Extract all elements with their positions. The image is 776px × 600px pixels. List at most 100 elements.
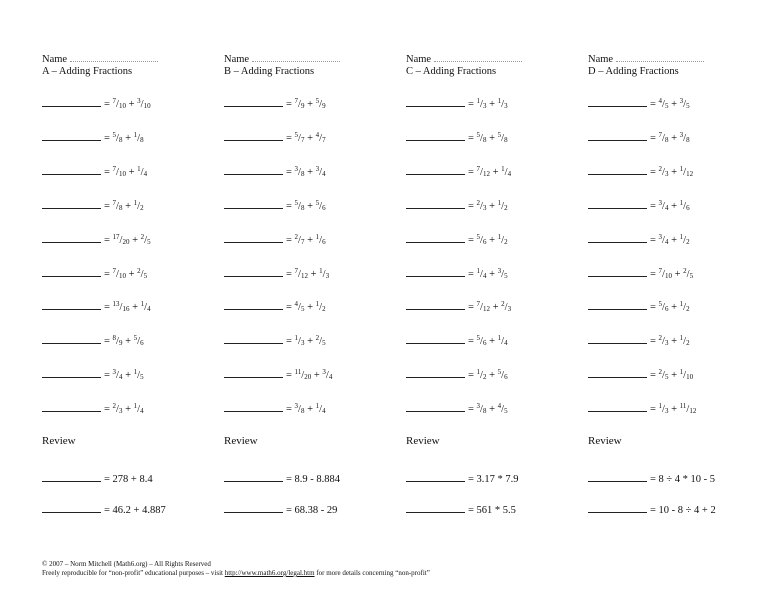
problem-row: = 2/7 + 1/6 <box>224 232 326 246</box>
answer-blank[interactable] <box>406 266 465 277</box>
review-expression: 46.2 + 4.887 <box>112 505 166 516</box>
answer-blank[interactable] <box>224 401 283 413</box>
fraction: 5/6 <box>658 300 669 314</box>
answer-blank[interactable] <box>588 299 647 311</box>
answer-blank[interactable] <box>224 130 283 141</box>
answer-blank[interactable] <box>42 266 101 277</box>
name-blank[interactable] <box>615 52 704 62</box>
legal-link[interactable]: http://www.math6.org/legal.htm <box>224 569 315 577</box>
section-title: D – Adding Fractions <box>588 66 679 77</box>
answer-blank[interactable] <box>588 232 647 243</box>
numerator: 2 <box>658 334 663 343</box>
problem-row: = 2/5 + 1/10 <box>588 367 693 381</box>
problem-row: = 3/4 + 1/5 <box>42 367 144 381</box>
numerator: 2 <box>658 164 663 173</box>
answer-blank[interactable] <box>42 130 101 141</box>
answer-blank[interactable] <box>224 96 283 107</box>
name-blank[interactable] <box>433 52 522 62</box>
name-blank[interactable] <box>69 52 158 62</box>
denominator: 3 <box>504 102 508 110</box>
answer-blank[interactable] <box>406 367 465 379</box>
answer-blank[interactable] <box>406 502 465 513</box>
fraction: 1/8 <box>133 130 144 144</box>
answer-blank[interactable] <box>42 502 101 513</box>
denominator: 7 <box>300 135 305 144</box>
answer-blank[interactable] <box>42 471 101 482</box>
answer-blank[interactable] <box>224 502 283 513</box>
fraction: 5/8 <box>294 198 305 212</box>
name-blank[interactable] <box>251 52 340 62</box>
denominator: 6 <box>482 339 487 348</box>
fraction: 5/6 <box>476 334 487 348</box>
answer-blank[interactable] <box>224 198 283 209</box>
answer-blank[interactable] <box>406 164 465 175</box>
answer-blank[interactable] <box>42 401 101 413</box>
denominator: 5 <box>689 271 694 280</box>
denominator: 2 <box>140 203 144 212</box>
numerator: 7 <box>476 300 481 309</box>
numerator: 1 <box>133 368 138 377</box>
fraction: 1/4 <box>476 266 487 280</box>
answer-blank[interactable] <box>224 367 283 379</box>
answer-blank[interactable] <box>42 198 101 209</box>
denominator: 6 <box>322 203 326 212</box>
answer-blank[interactable] <box>224 471 283 482</box>
answer-blank[interactable] <box>42 333 101 345</box>
answer-blank[interactable] <box>588 96 647 107</box>
denominator: 2 <box>686 237 690 246</box>
denominator: 2 <box>482 373 487 382</box>
numerator: 7 <box>112 164 117 173</box>
denominator: 4 <box>664 237 669 246</box>
answer-blank[interactable] <box>406 299 465 311</box>
answer-blank[interactable] <box>588 401 647 413</box>
fraction: 7/9 <box>294 97 305 111</box>
answer-blank[interactable] <box>224 333 283 345</box>
name-field: Name <box>224 52 404 65</box>
denominator: 9 <box>118 339 123 348</box>
answer-blank[interactable] <box>588 266 647 277</box>
answer-blank[interactable] <box>224 164 283 175</box>
answer-blank[interactable] <box>588 471 647 482</box>
denominator: 5 <box>504 407 508 416</box>
fraction: 1/4 <box>133 402 144 416</box>
numerator: 5 <box>112 130 117 139</box>
answer-blank[interactable] <box>406 198 465 209</box>
fraction: 3/8 <box>679 130 690 144</box>
denominator: 3 <box>300 339 305 348</box>
answer-blank[interactable] <box>42 164 101 175</box>
answer-blank[interactable] <box>588 333 647 345</box>
answer-blank[interactable] <box>406 401 465 413</box>
fraction: 17/20 <box>112 232 130 246</box>
fraction: 1/2 <box>679 300 690 314</box>
answer-blank[interactable] <box>406 333 465 345</box>
answer-blank[interactable] <box>588 502 647 513</box>
fraction: 3/4 <box>315 164 326 178</box>
review-row: = 46.2 + 4.887 <box>42 502 166 516</box>
answer-blank[interactable] <box>588 198 647 209</box>
problem-row: = 1/2 + 5/6 <box>406 367 508 381</box>
answer-blank[interactable] <box>42 299 101 311</box>
answer-blank[interactable] <box>224 232 283 243</box>
answer-blank[interactable] <box>406 232 465 243</box>
answer-blank[interactable] <box>42 367 101 379</box>
answer-blank[interactable] <box>588 130 647 141</box>
denominator: 4 <box>664 203 669 212</box>
name-label: Name <box>406 54 432 65</box>
answer-blank[interactable] <box>406 471 465 482</box>
answer-blank[interactable] <box>224 266 283 277</box>
review-row: = 8.9 - 8.884 <box>224 471 340 485</box>
answer-blank[interactable] <box>42 96 101 107</box>
denominator: 2 <box>504 203 508 212</box>
answer-blank[interactable] <box>406 130 465 141</box>
fraction: 4/5 <box>658 97 669 111</box>
fraction: 1/3 <box>497 97 508 111</box>
fraction: 1/2 <box>315 300 326 314</box>
answer-blank[interactable] <box>588 164 647 175</box>
answer-blank[interactable] <box>588 367 647 379</box>
numerator: 4 <box>315 130 320 139</box>
numerator: 11 <box>679 402 687 411</box>
answer-blank[interactable] <box>406 96 465 107</box>
problem-row: = 2/3 + 1/2 <box>588 333 690 347</box>
answer-blank[interactable] <box>224 299 283 311</box>
answer-blank[interactable] <box>42 232 101 243</box>
